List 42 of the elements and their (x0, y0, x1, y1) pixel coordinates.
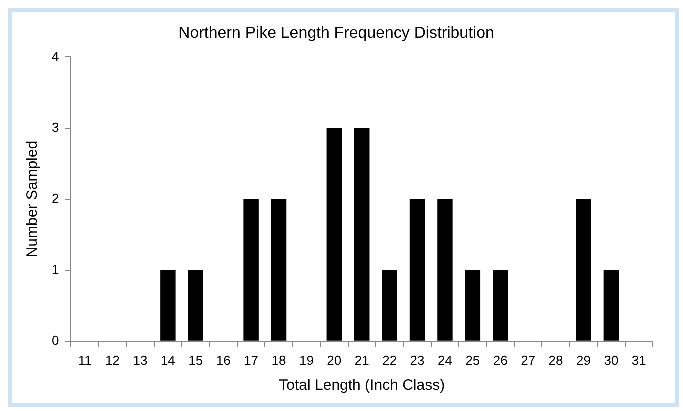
x-tick-label: 16 (216, 352, 231, 368)
x-tick-label: 11 (78, 352, 92, 368)
x-tick-label: 25 (466, 352, 480, 368)
bar (160, 270, 176, 341)
x-tick-label: 18 (272, 352, 286, 368)
x-tick-label: 31 (632, 352, 646, 368)
x-tick-label: 19 (299, 352, 314, 368)
bar (326, 128, 342, 341)
x-tick-label: 13 (133, 352, 148, 368)
bar (382, 270, 398, 341)
x-tick-label: 30 (604, 352, 619, 368)
bar (604, 270, 620, 341)
x-axis-title: Total Length (Inch Class) (279, 377, 446, 394)
bar (576, 199, 592, 341)
x-tick-label: 23 (410, 352, 425, 368)
x-tick-label: 22 (382, 352, 398, 368)
bar (438, 199, 453, 341)
y-tick-label: 4 (52, 48, 60, 64)
bar (188, 270, 204, 341)
x-tick-label: 29 (576, 352, 591, 368)
chart-title: Northern Pike Length Frequency Distribution (178, 25, 494, 42)
bar (410, 199, 426, 341)
x-tick-label: 15 (188, 352, 204, 368)
y-tick-label: 3 (52, 120, 60, 135)
x-tick-label: 17 (244, 352, 259, 368)
x-tick-label: 26 (493, 352, 508, 368)
y-tick-label: 1 (52, 262, 60, 277)
bar (244, 199, 259, 341)
y-tick-label: 0 (52, 332, 60, 348)
bar (354, 128, 370, 341)
bar (271, 199, 287, 341)
x-tick-label: 20 (327, 352, 342, 368)
bar (465, 270, 481, 341)
x-tick-label: 24 (438, 352, 452, 368)
x-tick-label: 12 (106, 352, 120, 368)
bar (493, 270, 508, 341)
x-tick-label: 28 (548, 352, 564, 368)
y-tick-label: 2 (52, 190, 60, 206)
x-tick-label: 27 (521, 352, 536, 368)
x-tick-label: 14 (160, 352, 176, 368)
y-axis-title: Number Sampled (24, 140, 42, 258)
x-tick-label: 21 (354, 352, 370, 368)
